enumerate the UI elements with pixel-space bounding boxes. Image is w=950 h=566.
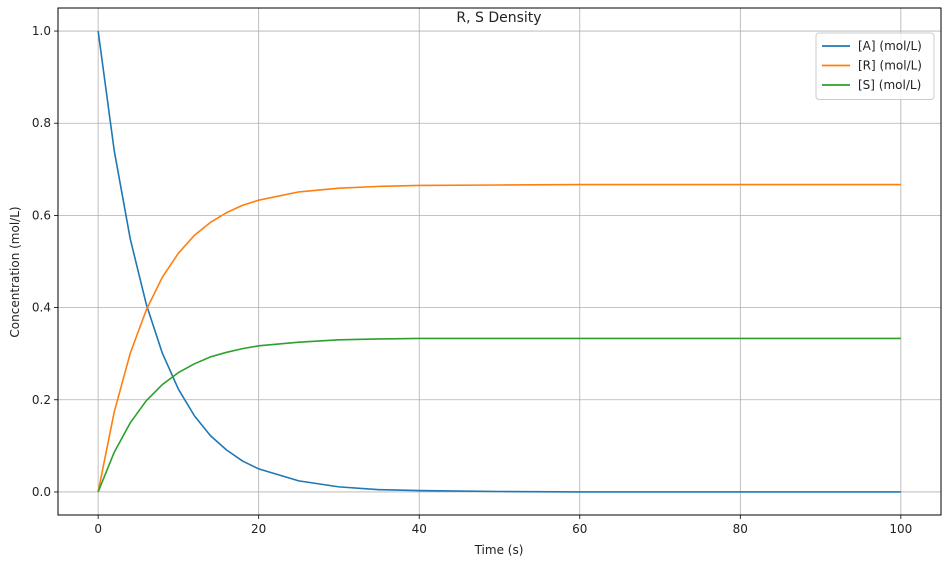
- plot-frame: [57, 7, 942, 516]
- y-axis-label: Concentration (mol/L): [8, 206, 22, 337]
- x-tick-label: 80: [733, 522, 748, 536]
- series-layer: [97, 30, 901, 493]
- x-tick-label: 20: [251, 522, 266, 536]
- series-line-1: [97, 183, 901, 493]
- x-tick-label: 100: [889, 522, 912, 536]
- legend-label-1: [R] (mol/L): [858, 59, 922, 73]
- x-tick-label: 40: [412, 522, 427, 536]
- y-tick-label: 0.4: [32, 301, 51, 315]
- y-tick-label: 0.8: [32, 116, 51, 130]
- chart-title: R, S Density: [456, 10, 541, 26]
- y-tick-label: 1.0: [32, 24, 51, 38]
- legend-label-2: [S] (mol/L): [858, 78, 921, 92]
- ticks: 0 20 40 60 80 100 0.0 0.2 0.4 0.6 0.8 1.0: [32, 24, 912, 536]
- y-tick-label: 0.6: [32, 208, 51, 222]
- grid: [58, 8, 941, 515]
- series-line-0: [97, 30, 901, 493]
- y-tick-label: 0.0: [32, 485, 51, 499]
- x-axis-label: Time (s): [474, 543, 524, 557]
- y-tick-label: 0.2: [32, 393, 51, 407]
- legend-box: [815, 32, 935, 100]
- x-tick-label: 0: [94, 522, 102, 536]
- series-line-2: [97, 337, 901, 493]
- x-tick-label: 60: [572, 522, 587, 536]
- legend-label-0: [A] (mol/L): [858, 39, 922, 53]
- legend: [A] (mol/L) [R] (mol/L) [S] (mol/L): [815, 32, 935, 100]
